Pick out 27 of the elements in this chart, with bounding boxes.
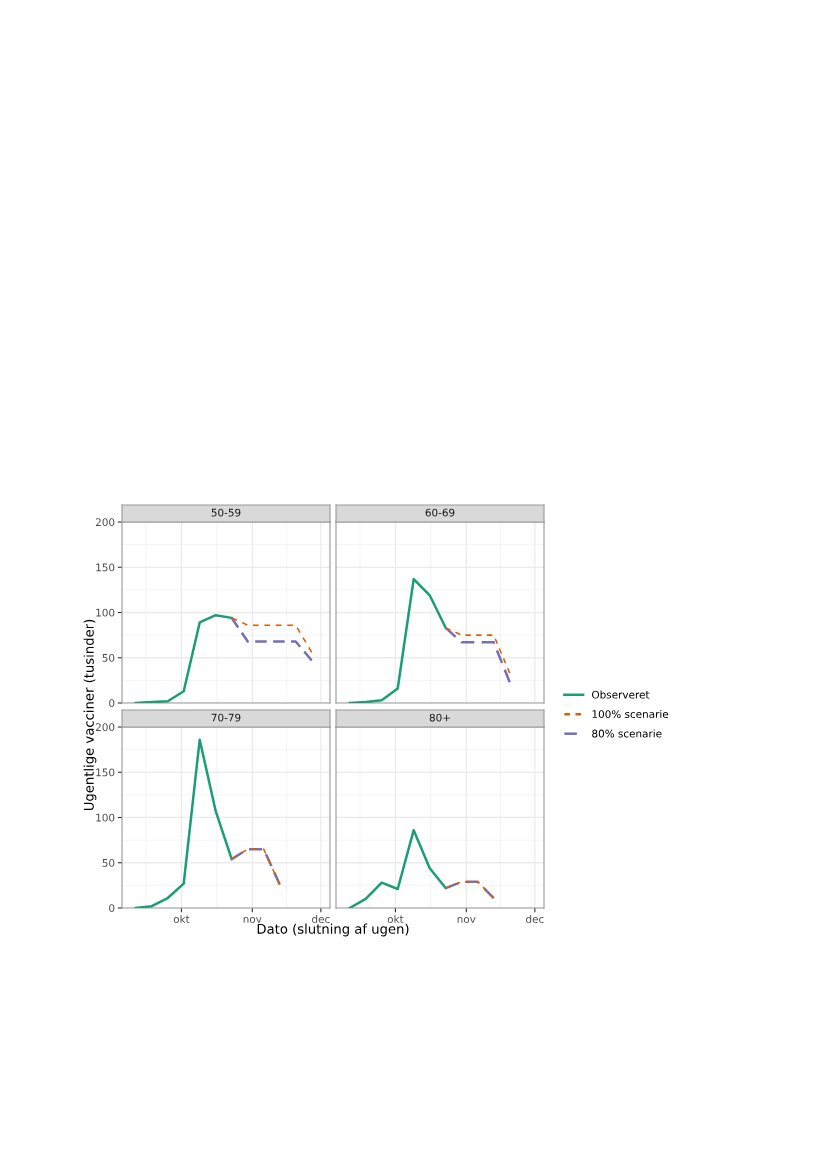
x-tick-label: nov [243,917,262,924]
y-axis-title: Ugentlige vacciner (tusinder) [83,619,97,811]
x-tick-label: nov [457,917,476,924]
y-tick-label: 150 [96,563,115,572]
y-tick-label: 150 [96,768,115,777]
chart-title: 80+ [429,713,450,722]
x-tick-label: okt [387,914,404,924]
x-tick-label: dec [526,914,544,924]
chart-title: 70-79 [211,713,241,722]
y-tick-label: 100 [96,608,115,617]
line-series [134,738,233,908]
x-axis-title: Dato (slutning af ugen) [257,923,409,937]
legend-label: Observeret [592,690,650,699]
legend-label: 100% scenarie [592,709,669,719]
y-tick-label: 50 [102,858,115,867]
x-tick-label: dec [312,914,330,924]
legend-label: 80% scenarie [592,729,662,738]
y-tick-label: 50 [102,653,115,662]
line-series [134,613,233,703]
y-tick-label: 100 [96,813,115,822]
y-tick-label: 200 [95,518,115,527]
y-tick-label: 200 [95,723,115,732]
chart-title: 60-69 [425,508,455,517]
chart-title: 50-59 [211,508,241,517]
y-tick-label: 0 [109,699,115,708]
y-tick-label: 0 [109,904,115,913]
x-tick-label: okt [173,914,190,924]
